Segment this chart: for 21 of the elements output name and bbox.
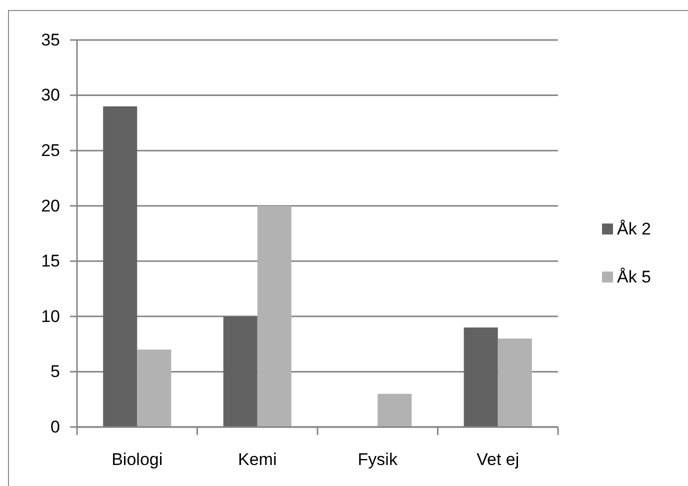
x-tick-label: Kemi xyxy=(238,450,277,469)
y-tick-label: 5 xyxy=(50,362,60,382)
y-tick-label: 35 xyxy=(41,30,60,50)
x-tick-label: Vet ej xyxy=(476,450,520,469)
bar xyxy=(378,394,412,427)
y-tick-label: 15 xyxy=(41,252,60,271)
bar xyxy=(103,106,138,427)
bar xyxy=(464,327,498,427)
y-tick-label: 10 xyxy=(41,306,60,326)
bar xyxy=(137,350,172,427)
y-tick-label: 20 xyxy=(41,196,60,216)
y-tick-label: 30 xyxy=(41,86,60,105)
x-tick-label: Fysik xyxy=(358,450,398,469)
bar xyxy=(223,316,258,427)
legend-label: Åk 2 xyxy=(617,220,652,238)
bar xyxy=(257,206,292,427)
bar xyxy=(498,338,532,427)
y-tick-label: 25 xyxy=(41,141,60,160)
y-tick-label: 0 xyxy=(50,417,60,436)
x-tick-label: Biologi xyxy=(112,450,163,469)
legend-label: Åk 5 xyxy=(617,268,652,286)
